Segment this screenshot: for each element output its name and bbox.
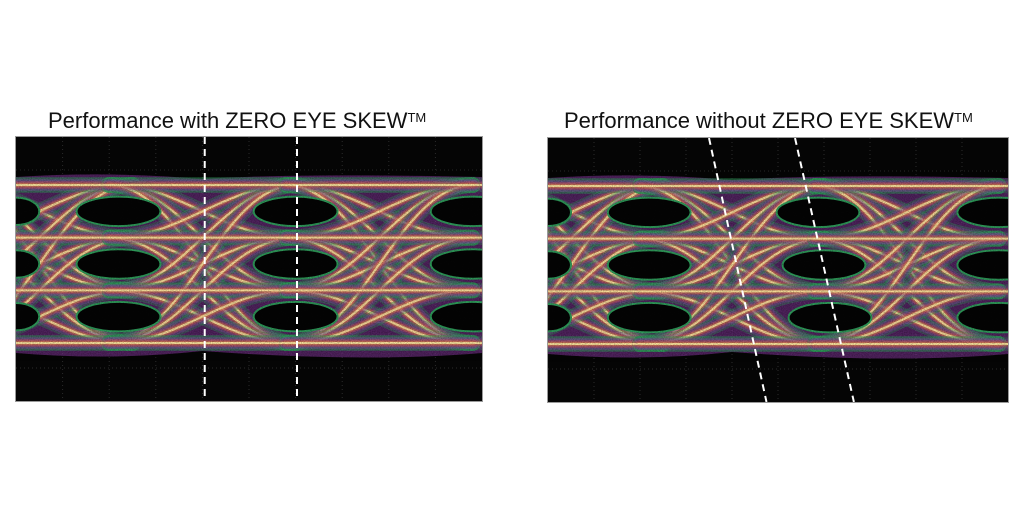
right-title-trademark: TM bbox=[954, 110, 973, 125]
left-panel-title: Performance with ZERO EYE SKEWTM bbox=[48, 108, 426, 134]
left-timing-markers bbox=[203, 137, 298, 401]
right-title-text: Performance without ZERO EYE SKEW bbox=[564, 108, 955, 133]
right-marker-left bbox=[708, 138, 768, 402]
right-marker-right bbox=[794, 138, 855, 402]
right-panel-title: Performance without ZERO EYE SKEWTM bbox=[564, 108, 973, 134]
right-eye-diagram bbox=[547, 137, 1009, 403]
left-title-trademark: TM bbox=[407, 110, 427, 125]
left-eye-diagram-plot bbox=[16, 137, 482, 401]
right-eye-diagram-plot bbox=[548, 138, 1008, 402]
right-timing-markers bbox=[708, 138, 855, 402]
left-eye-diagram bbox=[15, 136, 483, 402]
left-title-text: Performance with ZERO EYE SKEW bbox=[48, 108, 408, 133]
